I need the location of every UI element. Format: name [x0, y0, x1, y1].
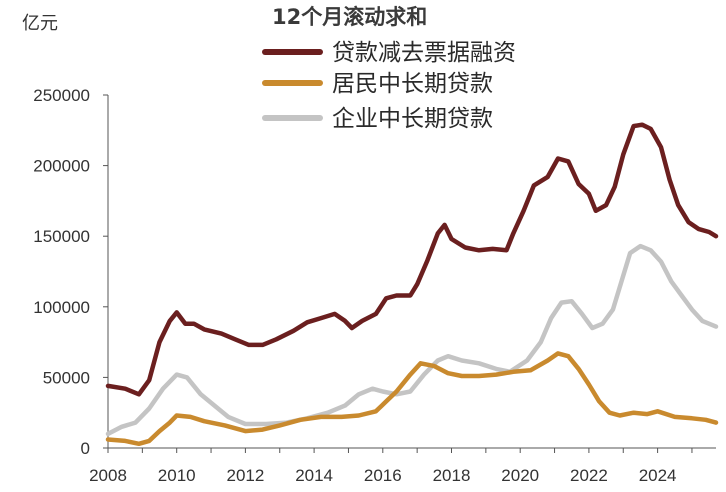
x-tick-label: 2008: [89, 466, 127, 485]
y-tick-label: 200000: [33, 157, 90, 176]
y-tick-label: 250000: [33, 86, 90, 105]
x-tick-label: 2010: [158, 466, 196, 485]
x-tick-label: 2020: [501, 466, 539, 485]
y-tick-label: 50000: [43, 368, 90, 387]
series-line-2: [105, 243, 719, 437]
x-tick-label: 2012: [226, 466, 264, 485]
y-tick-label: 0: [81, 439, 90, 458]
legend-label-2: 企业中长期贷款: [332, 106, 493, 132]
axes: 0 50000 100000 150000 200000 250000 2008 2010 20…: [33, 86, 716, 485]
x-tick-label: 2022: [570, 466, 608, 485]
x-tick-label: 2024: [639, 466, 677, 485]
legend-label-0: 贷款减去票据融资: [332, 40, 516, 66]
series-group: [105, 122, 719, 447]
y-unit-label: 亿元: [22, 13, 58, 34]
x-tick-label: 2016: [364, 466, 402, 485]
x-tick-label: 2018: [433, 466, 471, 485]
y-tick-label: 100000: [33, 298, 90, 317]
y-tick-label: 150000: [33, 227, 90, 246]
x-tick-label: 2014: [295, 466, 333, 485]
series-line-0: [105, 122, 719, 397]
series-line-1: [105, 351, 719, 447]
legend-label-1: 居民中长期贷款: [332, 71, 493, 97]
chart-title: 12个月滚动求和: [272, 5, 427, 29]
